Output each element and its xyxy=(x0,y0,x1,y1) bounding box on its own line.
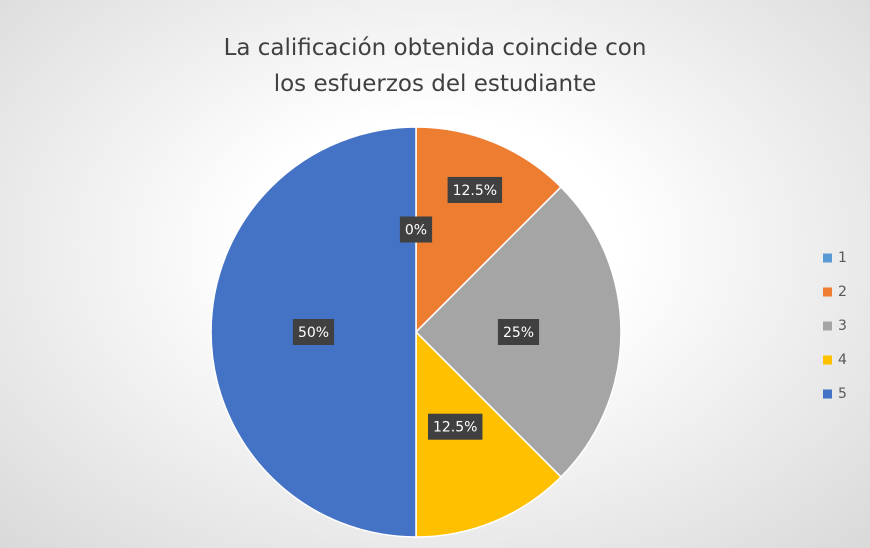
pie-slice xyxy=(415,330,563,538)
legend-label: 4 xyxy=(838,352,847,368)
legend-label: 3 xyxy=(838,318,847,334)
legend-swatch xyxy=(823,287,832,297)
data-label: 0% xyxy=(399,216,433,243)
legend-label: 1 xyxy=(838,250,847,266)
legend-swatch xyxy=(823,389,832,399)
data-label-text: 12.5% xyxy=(433,420,477,436)
data-label-box xyxy=(292,319,335,345)
data-label-box xyxy=(399,216,433,243)
data-label-box xyxy=(497,319,540,345)
data-label: 12.5% xyxy=(447,176,503,203)
data-label-text: 12.5% xyxy=(453,183,497,199)
data-label-box xyxy=(427,413,483,440)
data-label: 25% xyxy=(497,319,540,345)
legend-swatch xyxy=(823,355,832,365)
data-label-text: 25% xyxy=(503,325,534,341)
legend-swatch xyxy=(823,321,832,331)
data-label: 12.5% xyxy=(427,413,483,440)
data-label-text: 0% xyxy=(405,223,427,239)
data-label-box xyxy=(447,176,503,203)
chart-title: La calificación obtenida coincide con lo… xyxy=(223,35,647,97)
legend-swatch xyxy=(823,253,832,263)
legend-label: 5 xyxy=(838,386,847,402)
data-label: 50% xyxy=(292,319,335,345)
data-label-text: 50% xyxy=(298,325,329,341)
legend-label: 2 xyxy=(838,284,847,300)
